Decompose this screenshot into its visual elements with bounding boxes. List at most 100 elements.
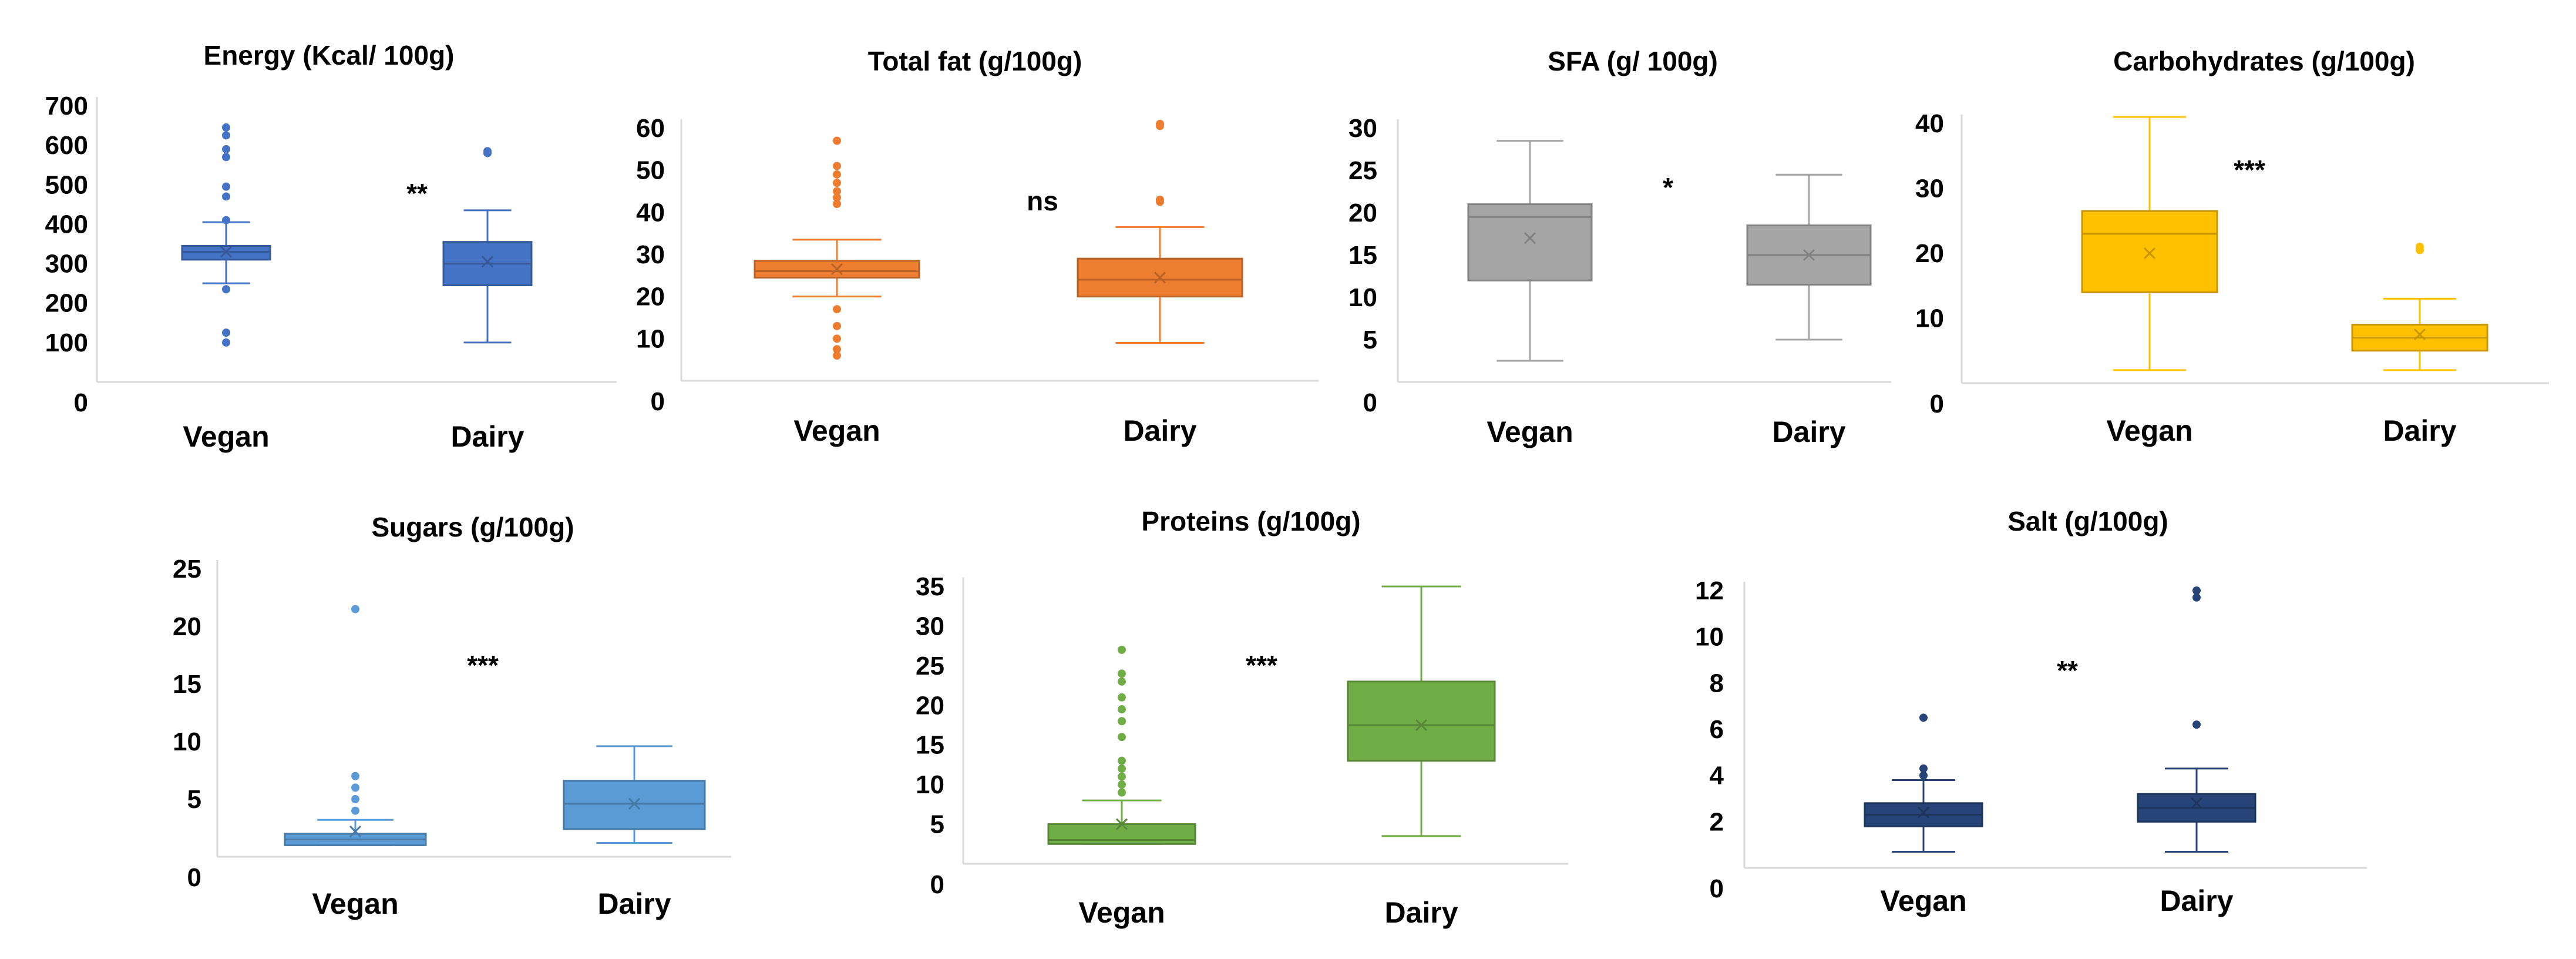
outlier-point (351, 605, 359, 613)
outlier-point (2192, 720, 2201, 729)
outlier-point (222, 328, 230, 337)
y-tick-label: 0 (1930, 390, 1944, 418)
outlier-point (833, 170, 841, 179)
y-tick-label: 50 (636, 156, 665, 185)
x-category-label: Dairy (1384, 896, 1458, 929)
outlier-point (1118, 764, 1126, 773)
mean-marker (2143, 247, 2156, 260)
y-tick-label: 600 (45, 131, 88, 160)
y-tick-label: 6 (1710, 715, 1724, 744)
outlier-point (2192, 593, 2201, 602)
chart-panel: Sugars (g/100g) 0 5 10 15 20 25 Vegan Dairy *** (173, 512, 731, 920)
outlier-point (833, 193, 841, 202)
outlier-point (833, 136, 841, 145)
outlier-point (833, 200, 841, 208)
chart-panel: Total fat (g/100g) 0 10 20 30 40 50 60 Vegan Dair… (636, 46, 1319, 447)
x-category-label: Dairy (450, 420, 524, 453)
mean-marker (220, 246, 233, 258)
x-category-label: Vegan (183, 420, 269, 453)
outlier-point (222, 145, 230, 153)
y-tick-label: 35 (916, 572, 944, 601)
outlier-point (1156, 195, 1164, 204)
significance-label: ns (1027, 186, 1058, 216)
mean-marker (1802, 249, 1815, 261)
box-plot (2137, 586, 2256, 853)
outlier-point (351, 795, 359, 803)
chart-title: Total fat (g/100g) (868, 46, 1082, 76)
y-tick-label: 200 (45, 289, 88, 318)
iqr-box (1467, 203, 1593, 281)
iqr-box (2081, 210, 2218, 293)
mean-marker (349, 825, 362, 837)
box-plot (754, 136, 920, 360)
y-tick-label: 100 (45, 328, 88, 357)
outlier-point (1118, 788, 1126, 797)
x-category-label: Vegan (1487, 415, 1573, 448)
outlier-point (833, 179, 841, 187)
outlier-point (1118, 705, 1126, 714)
y-tick-label: 0 (651, 387, 665, 416)
chart-title: Energy (Kcal/ 100g) (204, 40, 455, 71)
y-tick-label: 500 (45, 170, 88, 199)
outlier-point (1118, 645, 1126, 654)
chart-panel: Energy (Kcal/ 100g) 0 100 200 300 400 500 600 70… (45, 40, 617, 453)
mean-marker (1415, 719, 1428, 732)
outlier-point (1118, 733, 1126, 742)
outlier-point (222, 123, 230, 132)
box-plot (181, 123, 271, 347)
outlier-point (2416, 242, 2424, 251)
x-category-label: Vegan (312, 887, 398, 920)
mean-marker (830, 263, 843, 276)
outlier-point (1919, 764, 1928, 773)
x-category-label: Dairy (2383, 414, 2456, 447)
x-category-label: Dairy (1772, 415, 1845, 448)
outlier-point (222, 285, 230, 294)
outlier-point (833, 305, 841, 314)
significance-label: * (1663, 172, 1673, 203)
outlier-point (351, 783, 359, 792)
box-plot (1467, 140, 1593, 362)
y-tick-label: 0 (74, 388, 88, 417)
y-tick-label: 25 (916, 652, 944, 680)
box-plot (1047, 645, 1196, 845)
outlier-point (1919, 771, 1928, 780)
chart-panel: Carbohydrates (g/100g) 0 10 20 30 40 Vegan Dair… (1915, 46, 2549, 447)
chart-title: Carbohydrates (g/100g) (2113, 46, 2415, 76)
y-tick-label: 10 (1348, 283, 1377, 312)
outlier-point (1118, 677, 1126, 686)
chart-title: Sugars (g/100g) (371, 512, 574, 542)
y-tick-label: 10 (916, 770, 944, 799)
y-tick-label: 10 (173, 727, 201, 756)
y-tick-label: 60 (636, 114, 665, 143)
mean-marker (2190, 797, 2203, 809)
y-tick-label: 0 (1363, 388, 1377, 417)
outlier-point (222, 216, 230, 224)
y-tick-label: 10 (1695, 623, 1724, 652)
y-tick-label: 40 (636, 198, 665, 227)
y-tick-label: 25 (173, 555, 201, 584)
y-tick-label: 15 (1348, 241, 1377, 270)
y-tick-label: 300 (45, 250, 88, 279)
y-tick-label: 700 (45, 92, 88, 120)
outlier-point (1118, 780, 1126, 789)
outlier-point (833, 187, 841, 196)
outlier-point (351, 806, 359, 815)
y-tick-label: 0 (187, 863, 201, 892)
outlier-point (2192, 586, 2201, 595)
mean-marker (628, 797, 641, 810)
x-category-label: Vegan (1880, 884, 1966, 917)
y-tick-label: 20 (916, 691, 944, 720)
outlier-point (1156, 119, 1164, 128)
outlier-point (833, 345, 841, 354)
y-tick-label: 400 (45, 210, 88, 239)
y-tick-label: 15 (173, 670, 201, 699)
outlier-point (1118, 717, 1126, 726)
significance-label: *** (1246, 650, 1277, 680)
significance-label: *** (467, 650, 499, 680)
x-category-label: Vegan (793, 414, 880, 447)
outlier-point (833, 162, 841, 170)
chart-panel: Salt (g/100g) 0 2 4 6 8 10 12 Vegan Dairy ** (1695, 506, 2367, 917)
box-plot (2081, 116, 2218, 371)
y-tick-label: 8 (1710, 669, 1724, 698)
